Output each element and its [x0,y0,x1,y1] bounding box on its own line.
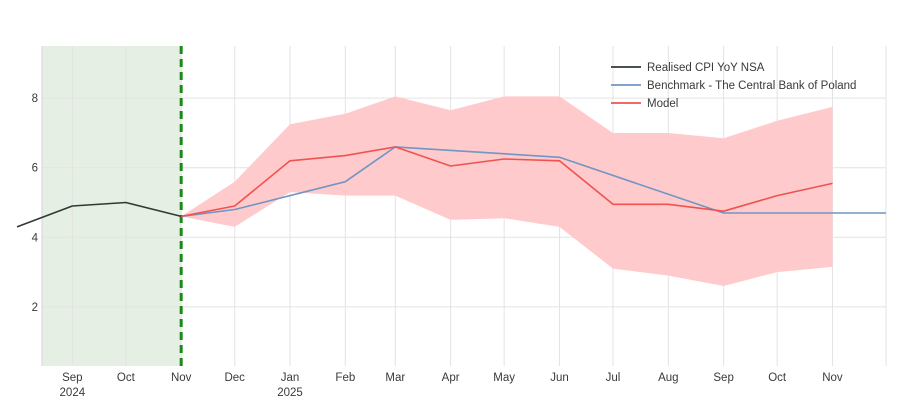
x-tick-year-label: 2024 [60,387,86,399]
legend-label-1: Benchmark - The Central Bank of Poland [647,80,856,92]
series-line-2 [181,146,833,218]
x-tick-label: Mar [385,372,405,384]
x-tick-label: Apr [442,372,460,384]
x-tick-label: Oct [768,372,787,384]
series-line-0 [16,201,182,228]
x-tick-label: May [493,372,515,384]
y-tick-label: 6 [32,163,38,175]
y-tick-label: 4 [32,232,39,244]
x-tick-label: Jun [550,372,569,384]
y-tick-label: 2 [32,302,38,314]
y-tick-label: 8 [32,93,38,105]
x-tick-label: Sep [62,372,82,384]
x-tick-label: Nov [822,372,843,384]
x-tick-year-label: 2025 [277,387,303,399]
x-tick-label: Sep [713,372,733,384]
x-tick-label: Jul [606,372,621,384]
legend-label-2: Model [647,98,678,110]
x-tick-label: Feb [335,372,355,384]
x-tick-label: Nov [171,372,192,384]
legend-label-0: Realised CPI YoY NSA [647,62,765,74]
model-interval-band [181,96,833,287]
realised-period-shading [42,46,182,366]
x-tick-label: Jan [281,372,300,384]
x-tick-label: Dec [224,372,245,384]
x-tick-label: Aug [658,372,678,384]
x-tick-label: Oct [117,372,136,384]
